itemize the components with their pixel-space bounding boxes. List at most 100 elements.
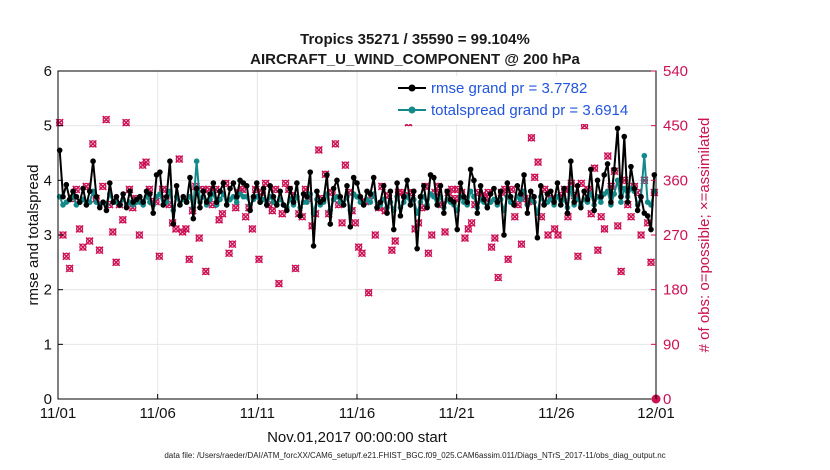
rmse-point xyxy=(147,191,153,197)
rmse-point xyxy=(611,166,618,173)
rmse-point xyxy=(517,191,524,197)
rmse-point xyxy=(578,204,584,211)
rmse-point xyxy=(638,193,644,200)
y-tick-label: 1 xyxy=(44,336,52,353)
x-tick-label: 11/01 xyxy=(40,405,76,422)
obs-possible-point xyxy=(268,207,276,215)
obs-possible-point xyxy=(202,267,210,276)
rmse-point xyxy=(347,224,354,230)
rmse-point xyxy=(127,188,133,195)
rmse-point xyxy=(374,204,380,211)
rmse-point xyxy=(180,193,187,200)
y-right-tick-label: 450 xyxy=(663,118,688,135)
obs-assimilated-point xyxy=(364,288,373,297)
totalspread-point xyxy=(367,199,374,205)
rmse-point xyxy=(601,172,608,178)
obs-possible-point xyxy=(504,255,512,263)
obs-possible-point xyxy=(79,243,87,251)
obs-possible-point xyxy=(441,228,449,236)
obs-assimilated-point xyxy=(613,221,622,230)
rmse-point xyxy=(377,199,384,205)
obs-possible-point xyxy=(278,210,286,218)
obs-assimilated-point xyxy=(122,118,131,127)
obs-assimilated-point xyxy=(464,224,473,233)
rmse-point xyxy=(294,180,300,186)
obs-possible-point xyxy=(491,234,499,242)
rmse-point xyxy=(183,199,190,205)
obs-assimilated-point xyxy=(351,218,360,227)
rmse-point xyxy=(297,213,304,219)
rmse-point xyxy=(217,188,223,195)
rmse-point xyxy=(501,232,507,238)
rmse-point xyxy=(247,207,253,214)
rmse-point xyxy=(270,193,277,200)
rmse-point xyxy=(537,183,544,189)
rmse-point xyxy=(511,202,517,208)
rmse-point xyxy=(63,181,70,188)
rmse-point xyxy=(644,213,651,219)
obs-assimilated-point xyxy=(248,224,257,233)
obs-assimilated-point xyxy=(637,230,646,240)
rmse-point xyxy=(170,221,177,227)
obs-assimilated-point xyxy=(118,215,127,224)
obs-assimilated-point xyxy=(112,258,121,267)
rmse-point xyxy=(400,193,407,200)
obs-possible-point xyxy=(338,219,346,227)
obs-assimilated-point xyxy=(88,139,97,148)
y-axis-right-label: # of obs: o=possible; ×=assimilated xyxy=(696,118,713,353)
rmse-point xyxy=(484,204,491,211)
obs-assimilated-point xyxy=(371,230,380,240)
y-tick-label: 5 xyxy=(44,118,52,135)
obs-assimilated-point xyxy=(467,218,476,227)
rmse-point xyxy=(117,202,123,208)
obs-assimilated-point xyxy=(181,224,190,233)
obs-assimilated-point xyxy=(357,249,367,258)
rmse-point xyxy=(474,210,481,216)
obs-assimilated-point xyxy=(487,243,496,252)
rmse-point xyxy=(421,183,427,189)
rmse-point xyxy=(137,193,143,200)
rmse-point xyxy=(150,210,157,216)
rmse-point xyxy=(568,158,574,164)
x-tick-label: 11/16 xyxy=(339,405,375,422)
obs-assimilated-point xyxy=(218,209,227,218)
obs-possible-point xyxy=(228,240,237,248)
rmse-point xyxy=(441,210,447,216)
rmse-point xyxy=(574,183,581,189)
rmse-point xyxy=(223,202,230,208)
rmse-point xyxy=(73,193,80,200)
obs-assimilated-point xyxy=(441,227,450,236)
legend-rmse-label: rmse grand pr = 3.7782 xyxy=(431,80,587,97)
rmse-point xyxy=(541,202,547,208)
obs-possible-point xyxy=(428,231,436,239)
obs-possible-point xyxy=(225,249,233,257)
obs-possible-point xyxy=(155,252,163,260)
footnote: data file: /Users/raeder/DAI/ATM_forcXX/… xyxy=(164,451,665,460)
obs-possible-point xyxy=(135,231,144,239)
obs-assimilated-point xyxy=(490,234,499,243)
obs-possible-point xyxy=(109,228,117,236)
legend-spread-marker xyxy=(408,106,416,114)
obs-assimilated-point xyxy=(553,230,563,240)
rmse-point xyxy=(173,183,180,189)
obs-assimilated-point xyxy=(241,212,250,221)
x-tick-label: 11/06 xyxy=(139,405,175,422)
rmse-point xyxy=(60,193,66,200)
tick-layer: 0 1 2 3 4 5 6 0 90 180 270 360 450 540 11/01 11/06 11/11… xyxy=(40,63,688,422)
rmse-point xyxy=(90,158,96,164)
obs-possible-point xyxy=(351,219,359,227)
obs-possible-point xyxy=(617,267,625,276)
rmse-point xyxy=(324,172,330,178)
obs-assimilated-point xyxy=(424,249,433,258)
obs-possible-point xyxy=(467,219,476,227)
obs-assimilated-point xyxy=(281,179,290,188)
rmse-point xyxy=(267,183,273,189)
rmse-point xyxy=(263,202,270,208)
rmse-point xyxy=(96,204,103,211)
rmse-point xyxy=(604,161,611,167)
rmse-point xyxy=(106,180,113,186)
obs-possible-point xyxy=(531,173,539,181)
x-tick-label: 12/01 xyxy=(637,405,675,422)
totalspread-point xyxy=(598,199,604,205)
rmse-point xyxy=(160,202,167,208)
